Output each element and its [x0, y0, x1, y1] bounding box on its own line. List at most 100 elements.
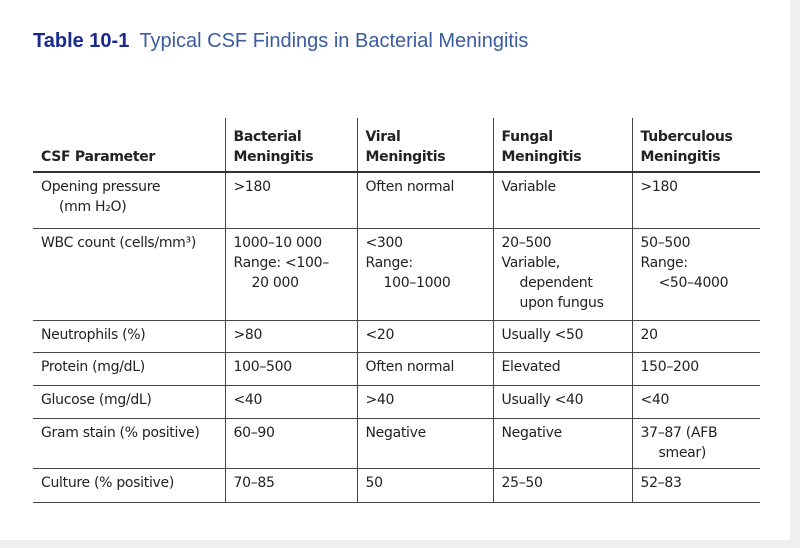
header-line: Fungal	[501, 129, 554, 145]
cell-line: 150–200	[640, 358, 700, 375]
cell-line: 20	[640, 326, 659, 343]
table-cell: Variable	[492, 172, 632, 229]
table-cell: >180	[631, 172, 760, 229]
table-cell: <40	[631, 385, 760, 419]
column-header: Viral Meningitis	[356, 118, 493, 173]
title-text: Typical CSF Findings in Bacterial Mening…	[139, 30, 529, 52]
cell-line: 50–500	[640, 234, 691, 251]
table-cell: Culture (% positive)	[33, 468, 225, 503]
table-cell: Usually <50	[492, 320, 632, 353]
cell-line: 100–1000	[383, 274, 451, 291]
cell-line: 100–500	[233, 358, 293, 375]
header-line: Meningitis	[365, 149, 446, 165]
cell-line: 25–50	[501, 474, 543, 491]
cell-line: Variable,	[501, 254, 561, 271]
table-row: Neutrophils (%) >80 <20 Usually <50 20	[33, 320, 760, 353]
cell-line: 1000–10 000	[233, 234, 323, 251]
table-row: Gram stain (% positive) 60–90 Negative Nega…	[33, 418, 760, 469]
table-cell: 20–500 Variable, dependent upon fungus	[492, 228, 632, 321]
table-cell: Glucose (mg/dL)	[33, 385, 225, 419]
cell-line: Range: <100–	[233, 254, 330, 271]
table-row: Glucose (mg/dL) <40 >40 Usually <40 <40	[33, 385, 760, 419]
table-cell: Often normal	[356, 172, 493, 229]
cell-line: 37–87 (AFB	[640, 424, 718, 441]
cell-line: <20	[365, 326, 395, 343]
header-line: Tuberculous	[640, 129, 733, 145]
cell-line: WBC count (cells/mm³)	[41, 234, 196, 251]
cell-line: <50–4000	[658, 274, 729, 291]
table-cell: >180	[224, 172, 357, 229]
table-cell: Protein (mg/dL)	[33, 352, 225, 386]
cell-line: Often normal	[365, 358, 455, 375]
cell-line: >80	[233, 326, 263, 343]
cell-line: Glucose (mg/dL)	[41, 391, 152, 408]
table-cell: Opening pressure (mm H₂O)	[33, 172, 225, 229]
cell-line: Elevated	[501, 358, 561, 375]
cell-line: Neutrophils (%)	[41, 326, 146, 343]
cell-line: >180	[233, 179, 272, 195]
table-cell: 52–83	[631, 468, 760, 503]
header-row: CSF Parameter Bacterial Meningitis Viral Men…	[33, 118, 760, 173]
table-cell: <20	[356, 320, 493, 353]
cell-line: Culture (% positive)	[41, 474, 175, 491]
cell-line: Negative	[365, 424, 427, 441]
table-cell: Negative	[356, 418, 493, 469]
cell-line: dependent	[519, 274, 593, 291]
table-cell: Often normal	[356, 352, 493, 386]
table-cell: 60–90	[224, 418, 357, 469]
header-line: Meningitis	[501, 149, 582, 165]
cell-line: <40	[233, 391, 263, 408]
table-cell: Gram stain (% positive)	[33, 418, 225, 469]
header-line: CSF Parameter	[41, 149, 156, 165]
table-cell: <300 Range: 100–1000	[356, 228, 493, 321]
table-cell: 50–500 Range: <50–4000	[631, 228, 760, 321]
table-row: Culture (% positive) 70–85 50 25–50 52–83	[33, 468, 760, 503]
cell-line: 20 000	[251, 274, 299, 291]
cell-line: <300	[365, 234, 404, 251]
cell-line: >180	[640, 179, 679, 195]
table-title: Table 10-1 Typical CSF Findings in Bacter…	[33, 30, 528, 53]
table-cell: 37–87 (AFB smear)	[631, 418, 760, 469]
column-header: Bacterial Meningitis	[224, 118, 357, 173]
cell-line: 20–500	[501, 234, 552, 251]
column-header: Tuberculous Meningitis	[631, 118, 760, 173]
header-line: Bacterial	[233, 129, 302, 145]
table-cell: 70–85	[224, 468, 357, 503]
table-cell: Negative	[492, 418, 632, 469]
cell-line: Gram stain (% positive)	[41, 424, 200, 441]
table-cell: WBC count (cells/mm³)	[33, 228, 225, 321]
table-cell: 25–50	[492, 468, 632, 503]
table-cell: Usually <40	[492, 385, 632, 419]
cell-line: 52–83	[640, 474, 682, 491]
cell-line: smear)	[658, 444, 707, 461]
csf-table: CSF Parameter Bacterial Meningitis Viral Men…	[33, 118, 760, 503]
table-cell: Neutrophils (%)	[33, 320, 225, 353]
table-cell: Elevated	[492, 352, 632, 386]
header-line: Meningitis	[233, 149, 314, 165]
cell-line: Usually <50	[501, 326, 584, 343]
header-line: Viral	[365, 129, 401, 145]
cell-line: Usually <40	[501, 391, 584, 408]
cell-line: Range:	[365, 254, 414, 271]
cell-line: Variable	[501, 179, 557, 195]
table-cell: 150–200	[631, 352, 760, 386]
cell-line: 60–90	[233, 424, 275, 441]
table-cell: <40	[224, 385, 357, 419]
header-line: Meningitis	[640, 149, 721, 165]
cell-line: Opening pressure	[41, 179, 161, 195]
cell-line: Negative	[501, 424, 563, 441]
column-header: CSF Parameter	[33, 118, 225, 173]
table-cell: >40	[356, 385, 493, 419]
cell-line: upon fungus	[519, 294, 604, 311]
cell-line: 50	[365, 474, 384, 491]
column-header: Fungal Meningitis	[492, 118, 632, 173]
table-row: WBC count (cells/mm³) 1000–10 000 Range: <…	[33, 228, 760, 321]
table-row: Opening pressure (mm H₂O) >180 Often normal…	[33, 172, 760, 229]
cell-line: 70–85	[233, 474, 275, 491]
cell-line: Often normal	[365, 179, 455, 195]
cell-line: (mm H₂O)	[59, 199, 127, 215]
table-row: Protein (mg/dL) 100–500 Often normal Elevat…	[33, 352, 760, 386]
table-cell: >80	[224, 320, 357, 353]
